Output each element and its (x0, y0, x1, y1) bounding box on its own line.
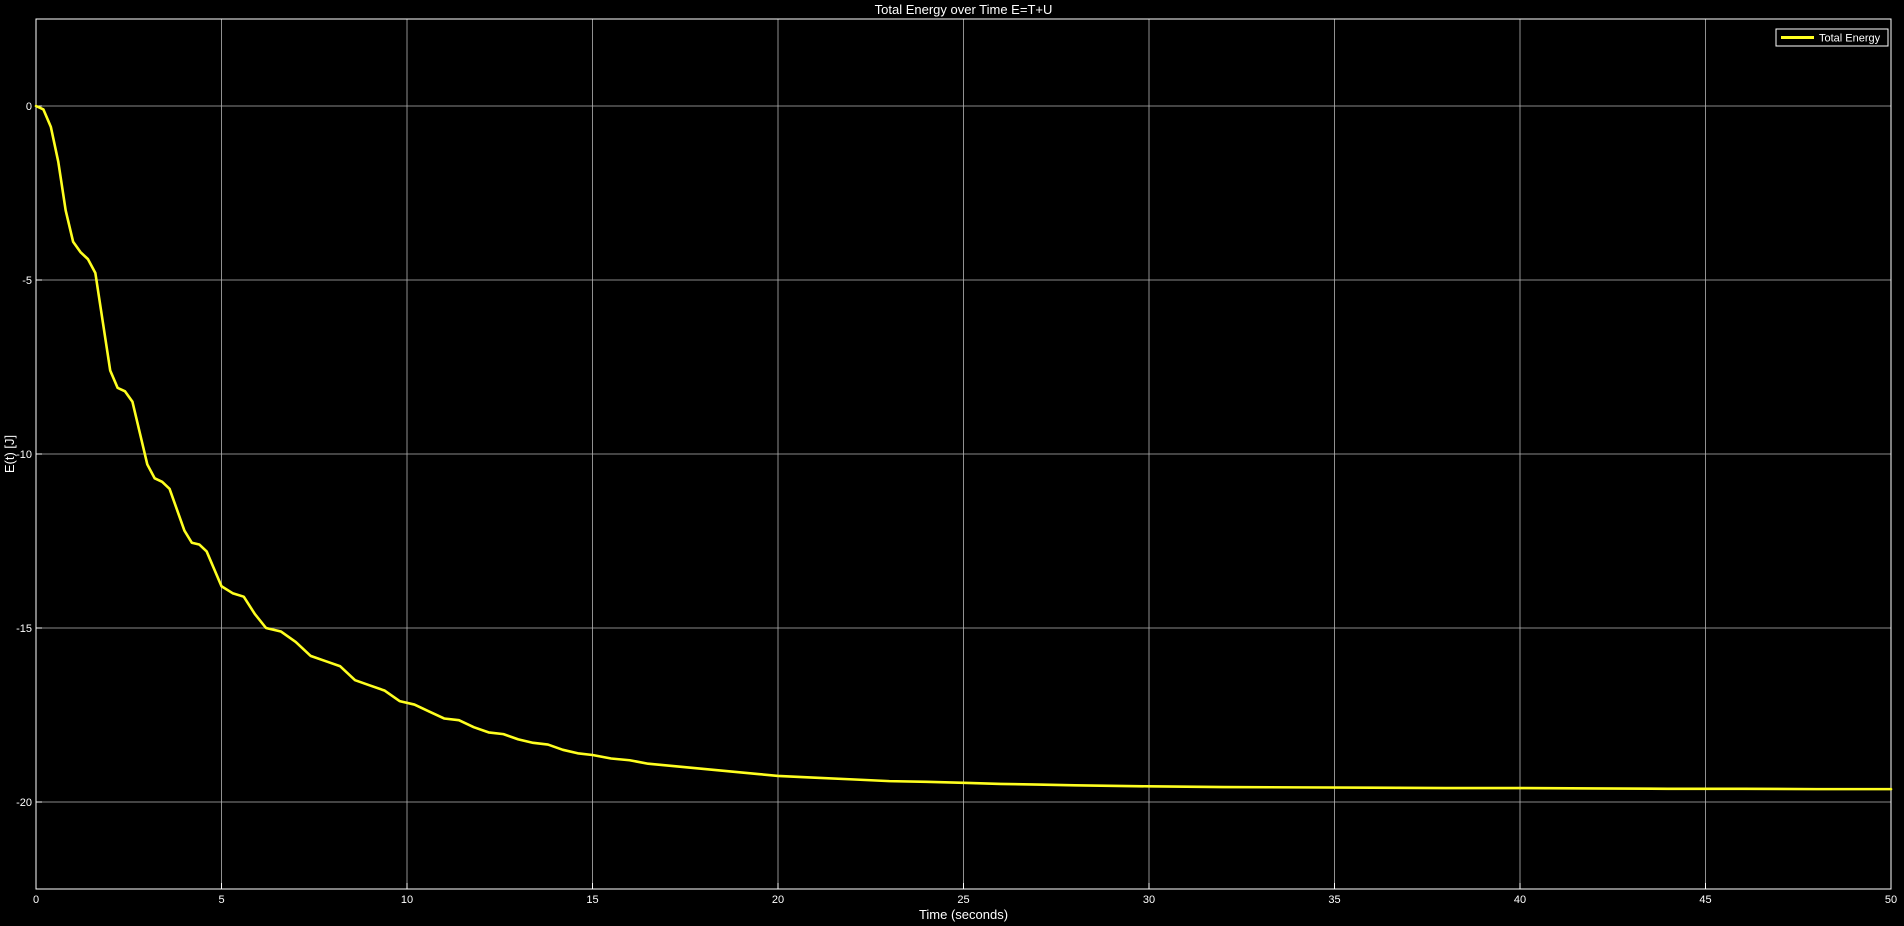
y-tick-label: -15 (16, 623, 32, 635)
x-tick-label: 0 (33, 894, 39, 906)
tick-layer: 0 5 10 15 20 25 30 35 40 45 50 0 -5 -10 -15 -20 (16, 101, 1897, 906)
x-tick-label: 35 (1328, 894, 1340, 906)
series-line-total-energy (34, 104, 1893, 791)
x-tick-label: 20 (772, 894, 784, 906)
x-tick-label: 40 (1514, 894, 1526, 906)
y-tick-label: -5 (22, 275, 32, 287)
x-tick-label: 50 (1885, 894, 1897, 906)
x-tick-label: 30 (1143, 894, 1155, 906)
x-tick-label: 45 (1699, 894, 1711, 906)
legend-box (1775, 28, 1889, 47)
x-axis-label: Time (seconds) (919, 907, 1008, 922)
series-layer (34, 104, 1893, 791)
y-axis-label: E(t) [J] (2, 435, 17, 473)
x-tick-label: 15 (586, 894, 598, 906)
legend-label-total-energy: Total Energy (1819, 33, 1881, 45)
x-tick-label: 10 (401, 894, 413, 906)
y-tick-label: 0 (26, 101, 32, 113)
x-tick-label: 5 (218, 894, 224, 906)
y-tick-label: -20 (16, 797, 32, 809)
y-tick-label: -10 (16, 449, 32, 461)
chart-title: Total Energy over Time E=T+U (875, 2, 1053, 17)
x-tick-label: 25 (957, 894, 969, 906)
legend: Total Energy (1775, 28, 1889, 47)
